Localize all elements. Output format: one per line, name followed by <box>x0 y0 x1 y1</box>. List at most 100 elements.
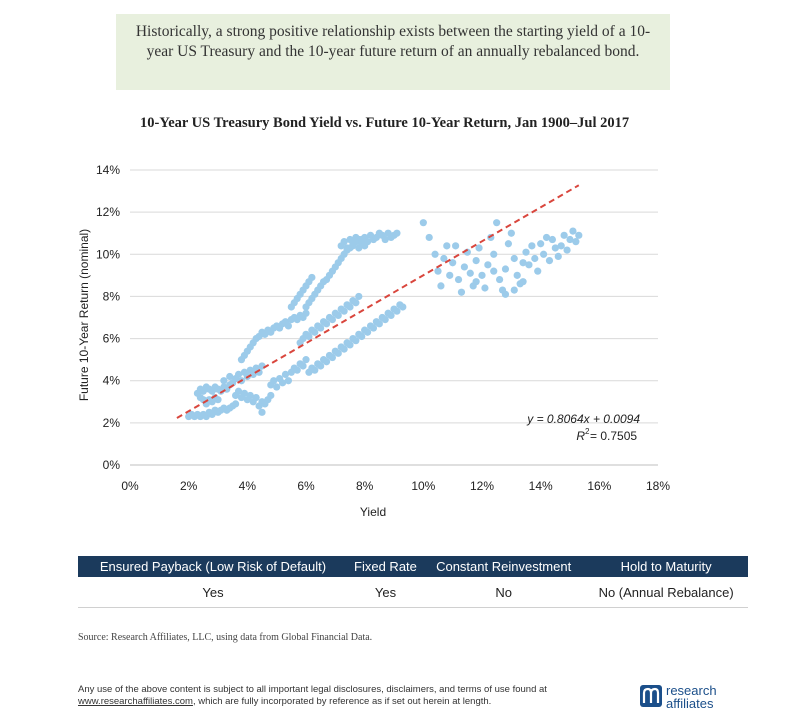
scatter-point <box>226 372 234 381</box>
scatter-point <box>490 250 498 258</box>
scatter-point <box>510 254 518 263</box>
scatter-point <box>496 275 504 284</box>
trend-line-group <box>176 184 580 419</box>
scatter-point <box>358 332 366 341</box>
scatter-point <box>302 356 310 364</box>
scatter-point <box>305 332 313 341</box>
trend-line <box>176 184 580 419</box>
scatter-point <box>340 307 348 315</box>
scatter-point <box>284 322 292 330</box>
scatter-point <box>542 233 551 242</box>
source-note: Source: Research Affiliates, LLC, using … <box>78 632 373 643</box>
scatter-point <box>369 324 378 332</box>
table-header-row: Ensured Payback (Low Risk of Default) Fi… <box>78 556 748 577</box>
scatter-point <box>381 235 389 244</box>
scatter-point <box>375 320 383 328</box>
table-cell: Yes <box>78 577 348 608</box>
scatter-point <box>545 257 554 265</box>
scatter-point <box>501 290 510 298</box>
scatter-point <box>399 303 407 311</box>
scatter-point <box>466 269 474 277</box>
scatter-point <box>334 311 342 319</box>
scatter-point <box>513 271 521 279</box>
scatter-point <box>355 292 363 301</box>
scatter-point <box>311 328 319 336</box>
scatter-point <box>317 362 325 370</box>
scatter-point <box>311 366 319 374</box>
x-axis-label: Yield <box>360 505 386 519</box>
scatter-point <box>475 244 483 252</box>
scatter-point <box>519 278 527 286</box>
scatter-point <box>431 250 439 258</box>
y-tick-label: 14% <box>96 163 120 177</box>
scatter-point <box>361 242 369 250</box>
y-axis-label: Future 10-Year Return (nominal) <box>77 229 91 401</box>
table-header-cell: Ensured Payback (Low Risk of Default) <box>78 556 348 577</box>
scatter-point <box>449 259 457 267</box>
scatter-point <box>328 353 336 362</box>
disclaimer-text-2: , which are fully incorporated by refere… <box>192 696 492 707</box>
scatter-point <box>346 235 354 244</box>
chart-gridlines <box>130 169 658 466</box>
scatter-point <box>299 362 307 370</box>
scatter-point <box>352 233 360 242</box>
scatter-point <box>519 259 527 267</box>
x-axis-ticks: 0% 2% 4% 6% 8% 10% 12% 14% 16% 18% <box>121 479 670 493</box>
scatter-point <box>346 341 354 349</box>
y-tick-label: 12% <box>96 205 120 219</box>
logo-text-affiliates: affiliates <box>666 696 714 711</box>
scatter-point <box>340 238 348 246</box>
scatter-point <box>284 377 292 385</box>
scatter-point <box>317 324 325 332</box>
scatter-point <box>540 250 548 258</box>
website-link[interactable]: www.researchaffiliates.com <box>78 696 193 707</box>
scatter-point <box>364 328 372 336</box>
scatter-point <box>278 379 287 387</box>
r-squared-value: = 0.7505 <box>590 429 637 443</box>
scatter-point <box>525 261 533 269</box>
scatter-point <box>381 316 389 324</box>
scatter-point <box>472 257 480 265</box>
x-tick-label: 18% <box>646 479 670 493</box>
table-header-cell: Constant Reinvestment <box>423 556 585 577</box>
y-tick-label: 4% <box>103 374 121 388</box>
scatter-point <box>322 320 331 328</box>
scatter-point <box>460 263 468 271</box>
y-tick-label: 10% <box>96 247 120 261</box>
scatter-point <box>534 267 542 275</box>
scatter-point <box>308 273 316 282</box>
x-tick-label: 10% <box>411 479 435 493</box>
scatter-point <box>322 358 331 366</box>
scatter-point <box>358 235 366 244</box>
scatter-point <box>490 267 498 275</box>
scatter-point <box>281 370 290 378</box>
scatter-point <box>349 242 357 250</box>
table-header-cell: Fixed Rate <box>347 556 423 577</box>
y-axis-ticks: 0% 2% 4% 6% 8% 10% 12% 14% <box>96 163 120 472</box>
scatter-point <box>560 231 568 239</box>
scatter-point <box>328 316 336 324</box>
scatter-point <box>220 377 228 385</box>
scatter-point <box>531 254 539 263</box>
scatter-point <box>554 252 562 260</box>
scatter-point <box>551 244 559 252</box>
scatter-point <box>234 387 243 395</box>
x-tick-label: 0% <box>121 479 139 493</box>
scatter-point <box>528 242 536 250</box>
scatter-point <box>457 288 466 296</box>
scatter-point <box>493 219 501 227</box>
research-affiliates-logo-icon <box>640 685 662 707</box>
scatter-point <box>393 307 401 315</box>
scatter-point <box>446 271 454 279</box>
x-tick-label: 2% <box>180 479 198 493</box>
scatter-point <box>240 389 248 397</box>
scatter-chart: 0% 2% 4% 6% 8% 10% 12% 14% 0% 2% 4% 6% 8% 10% 12% 14% 1… <box>77 163 670 519</box>
disclaimer-text: Any use of the above content is subject … <box>78 684 547 695</box>
research-affiliates-logo: research affiliates <box>640 682 760 711</box>
scatter-point <box>575 231 583 239</box>
table-cell: No <box>423 577 585 608</box>
x-tick-label: 14% <box>529 479 553 493</box>
callout-box: Historically, a strong positive relation… <box>116 14 670 90</box>
scatter-point <box>572 238 580 246</box>
scatter-point <box>393 229 401 237</box>
